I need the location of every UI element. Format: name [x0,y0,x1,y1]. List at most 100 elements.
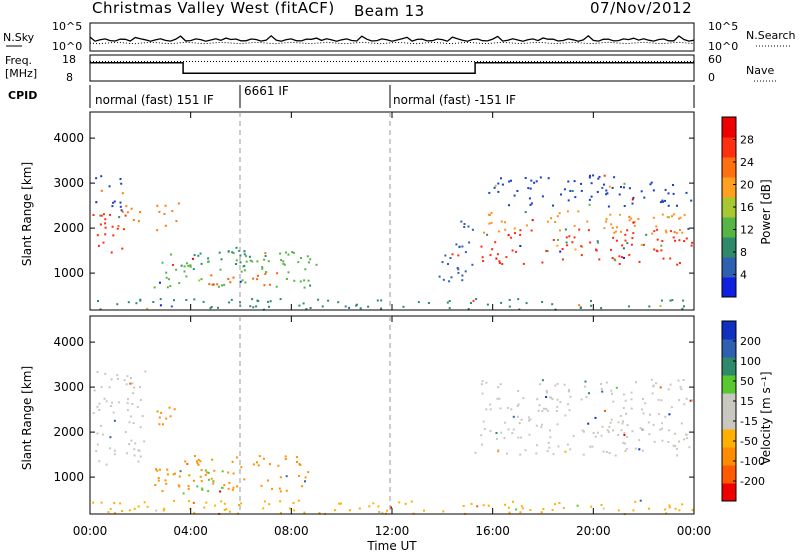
scatter-point [468,241,471,244]
scatter-point [113,512,116,515]
scatter-point [592,432,595,434]
scatter-point [126,375,129,378]
scatter-point [348,306,351,309]
scatter-point [293,279,296,282]
scatter-point [111,401,113,404]
scatter-point [595,249,598,252]
scatter-point [462,505,465,507]
scatter-point [614,230,617,233]
scatter-point [251,260,254,263]
frequency-panel: Freq. [MHz] 18 8 60 0 Nave [5,53,776,84]
scatter-point [191,257,194,260]
scatter-point [334,509,336,512]
colorbar-tick-label: 4 [740,269,747,282]
noise-right-label: N.Search [746,29,796,42]
scatter-point [372,502,375,505]
scatter-point [647,421,650,424]
scatter-point [519,511,522,514]
scatter-point [457,254,460,257]
scatter-point [630,407,633,410]
scatter-point [676,447,678,450]
scatter-point [156,204,159,207]
scatter-point [666,216,669,219]
scatter-point [585,396,588,399]
scatter-point [197,254,200,257]
scatter-point [504,503,507,506]
time-axis: 00:00 04:00 08:00 12:00 16:00 20:00 00:00 [73,112,711,538]
scatter-point [651,232,654,235]
scatter-point [111,205,114,208]
scatter-point [201,488,204,491]
scatter-point [285,489,288,492]
scatter-point [496,253,499,256]
scatter-point [164,224,167,227]
scatter-point [225,508,228,511]
scatter-point [497,450,500,453]
scatter-point [546,409,549,412]
scatter-point [491,248,494,251]
scatter-point [268,283,271,286]
nave-label: Nave [746,64,774,77]
scatter-point [223,484,226,487]
scatter-point [626,242,629,245]
freq-left-tick-bottom: 8 [66,71,73,84]
scatter-point [451,253,454,256]
scatter-point [528,197,531,200]
scatter-point [263,258,266,261]
scatter-point [682,299,685,302]
scatter-point [556,382,559,385]
scatter-point [318,512,321,515]
scatter-point [650,181,653,184]
scatter-point [187,487,190,490]
scatter-point [513,194,516,197]
scatter-point [623,182,626,185]
scatter-point [561,248,564,250]
scatter-point [580,189,583,192]
velocity-panel: Slant Range [km] 1000 2000 3000 4000 200 100… [20,315,773,516]
scatter-point [494,241,497,244]
scatter-point [235,259,238,262]
scatter-point [132,219,135,222]
scatter-point [265,271,268,273]
scatter-point [670,406,673,409]
scatter-point [661,422,664,425]
scatter-point [608,425,611,428]
colorbar-swatch [722,411,736,430]
scatter-point [535,444,538,447]
scatter-point [111,225,114,228]
scatter-point [199,475,202,478]
scatter-point [104,226,107,229]
x-tick-label: 12:00 [375,524,410,538]
y-tick-label: 3000 [53,176,84,190]
scatter-point [676,204,678,207]
y-tick-label: 1000 [53,266,84,280]
scatter-point [556,244,559,247]
scatter-point [137,220,140,223]
scatter-point [100,501,103,504]
scatter-point [508,511,511,514]
scatter-point [380,307,383,310]
scatter-point [566,244,569,247]
x-tick-label: 04:00 [173,524,208,538]
scatter-point [116,227,119,230]
scatter-point [139,426,142,429]
scatter-point [622,247,625,250]
scatter-point [648,305,651,308]
scatter-point [675,232,678,235]
scatter-point [628,219,631,222]
scatter-point [537,409,540,412]
scatter-point [99,223,102,226]
scatter-point [279,252,282,255]
scatter-point [132,392,135,395]
scatter-point [639,427,642,430]
scatter-point [651,392,654,395]
scatter-point [642,412,645,415]
scatter-point [497,190,500,193]
scatter-point [133,448,136,451]
scatter-point [132,422,135,425]
scatter-point [200,480,203,483]
scatter-point [197,463,200,466]
scatter-point [480,434,483,437]
scatter-point [577,210,580,213]
scatter-point [506,452,508,455]
